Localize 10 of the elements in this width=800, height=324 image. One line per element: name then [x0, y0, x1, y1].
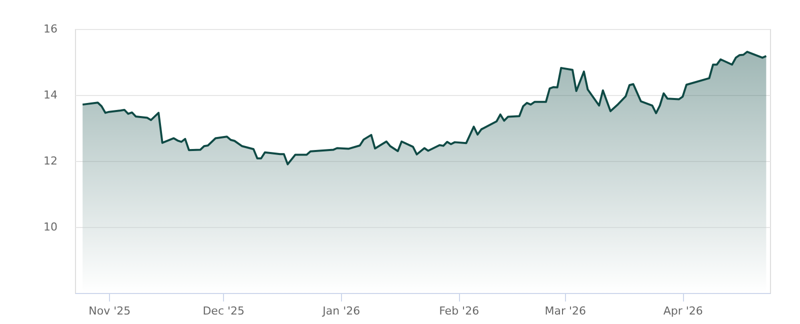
x-tick-label: Mar '26 [544, 304, 586, 318]
y-tick-label: 16 [44, 22, 58, 36]
x-tick-label: Dec '25 [202, 304, 245, 318]
x-tick-label: Jan '26 [322, 304, 360, 318]
x-tick-label: Apr '26 [663, 304, 703, 318]
y-tick-label: 14 [44, 88, 58, 102]
y-tick-label: 10 [44, 220, 58, 234]
x-tick-label: Feb '26 [439, 304, 480, 318]
x-tick-label: Nov '25 [88, 304, 131, 318]
y-tick-label: 12 [44, 154, 58, 168]
